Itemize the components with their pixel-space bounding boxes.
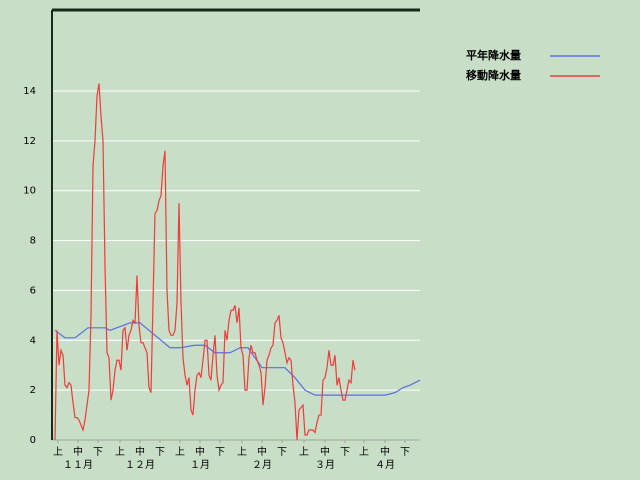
x-tick-label: 中 (135, 445, 145, 458)
series-line (54, 83, 356, 441)
month-label: ２月 (252, 459, 272, 471)
y-tick-label: 14 (23, 86, 36, 97)
y-tick-label: 2 (30, 385, 36, 396)
legend-label: 平年降水量 (466, 48, 521, 62)
x-tick-label: 中 (320, 445, 330, 458)
y-tick-label: 10 (23, 186, 36, 197)
x-tick-label: 下 (155, 447, 165, 458)
month-label: ４月 (375, 459, 395, 471)
x-tick-label: 上 (115, 446, 125, 458)
x-tick-label: 下 (215, 447, 225, 458)
legend-label: 移動降水量 (466, 68, 521, 82)
x-tick-label: 中 (380, 445, 390, 458)
x-tick-label: 中 (195, 445, 205, 458)
x-tick-label: 下 (400, 447, 410, 458)
month-label: ３月 (315, 459, 335, 471)
y-tick-label: 4 (30, 335, 36, 346)
x-tick-label: 上 (175, 446, 185, 458)
x-tick-label: 下 (340, 447, 350, 458)
month-label: １１月 (63, 459, 93, 471)
y-tick-label: 0 (30, 435, 36, 446)
x-tick-label: 下 (93, 447, 103, 458)
month-label: １月 (190, 459, 210, 471)
y-tick-label: 8 (30, 236, 36, 247)
x-tick-label: 中 (257, 445, 267, 458)
x-tick-label: 上 (359, 446, 369, 458)
x-tick-label: 下 (277, 447, 287, 458)
y-tick-label: 6 (30, 285, 36, 296)
plot-area: 02468101214上中下上中下上中下上中下上中下上中下１１月 １２月 １月 ２月 ３… (23, 8, 421, 471)
y-tick-label: 12 (23, 136, 36, 147)
x-tick-label: 中 (73, 445, 83, 458)
x-tick-label: 上 (299, 446, 309, 458)
x-tick-label: 上 (237, 446, 247, 458)
legend: 平年降水量 移動降水量 (466, 48, 600, 82)
month-label: １２月 (125, 459, 155, 471)
x-tick-label: 上 (53, 446, 63, 458)
